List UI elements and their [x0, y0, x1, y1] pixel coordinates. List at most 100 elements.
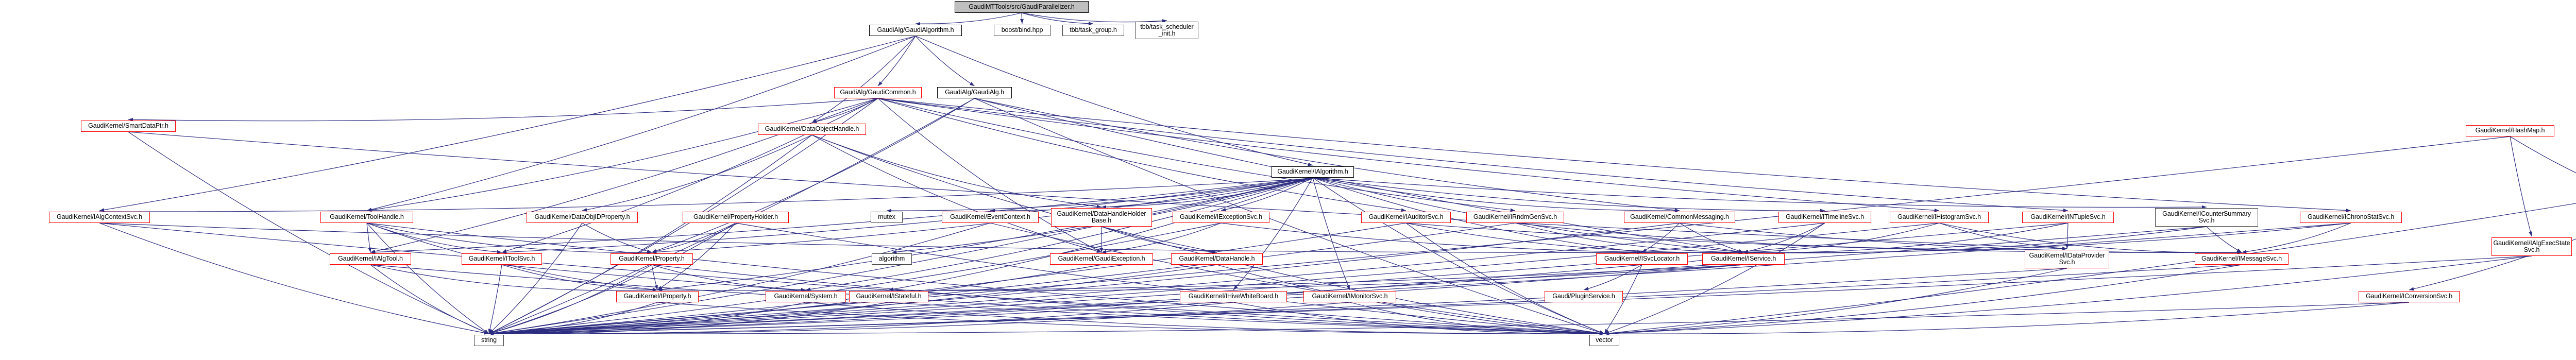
graph-node-n32[interactable]: GaudiKernel/Property.h [611, 253, 693, 265]
graph-node-n9[interactable]: GaudiKernel/HashMap.h [2466, 125, 2554, 136]
include-edge [2065, 222, 2069, 249]
graph-node-n11[interactable]: GaudiKernel/IAlgorithm.h [1272, 166, 1354, 178]
include-edge [1021, 12, 1167, 23]
graph-node-n33[interactable]: algorithm [872, 253, 912, 265]
graph-node-n48[interactable]: vector [1589, 335, 1619, 346]
include-edge [877, 98, 1516, 212]
graph-node-n30[interactable]: GaudiKernel/IAlgTool.h [330, 253, 411, 265]
graph-node-n39[interactable]: GaudiKernel/IMessageSvc.h [2195, 253, 2289, 265]
include-edge [805, 302, 1605, 336]
graph-node-n5[interactable]: GaudiAlg/GaudiCommon.h [834, 87, 922, 98]
graph-node-n42[interactable]: GaudiKernel/IStateful.h [849, 291, 928, 302]
graph-node-n31[interactable]: GaudiKernel/IToolSvc.h [462, 253, 542, 265]
include-edge [657, 177, 1313, 292]
graph-node-n45[interactable]: Gaudi/PluginService.h [1545, 291, 1623, 302]
include-edge [877, 98, 1406, 212]
graph-node-n12[interactable]: GaudiKernel/IAlgContextSvc.h [49, 212, 150, 223]
graph-node-n3[interactable]: tbb/task_group.h [1062, 25, 1124, 36]
include-edge [582, 222, 652, 253]
graph-node-n24[interactable]: GaudiKernel/IHistogramSvc.h [1890, 212, 1989, 223]
include-edge [128, 131, 2067, 251]
graph-node-n28[interactable]: GaudiKernel/IAlgExecState Svc.h [2492, 237, 2572, 256]
include-edge [488, 134, 812, 334]
include-edge [877, 98, 1102, 253]
include-edge [1312, 177, 1605, 334]
include-edge [651, 264, 806, 292]
include-edge [1221, 177, 1313, 212]
include-edge [888, 264, 1744, 292]
graph-node-n35[interactable]: GaudiKernel/DataHandle.h [1171, 253, 1263, 265]
graph-node-n17[interactable]: GaudiKernel/EventContext.h [942, 212, 1039, 223]
graph-node-n8[interactable]: GaudiKernel/SmartDataPtr.h [81, 121, 176, 132]
graph-node-n4[interactable]: tbb/task_scheduler _init.h [1136, 22, 1198, 39]
graph-node-n2[interactable]: boost/bind.hpp [994, 25, 1050, 36]
graph-node-n37[interactable]: GaudiKernel/IService.h [1702, 253, 1785, 265]
include-edge [651, 222, 736, 253]
graph-node-n41[interactable]: GaudiKernel/System.h [766, 291, 846, 302]
include-edge [2241, 222, 2351, 254]
graph-node-n36[interactable]: GaudiKernel/ISvcLocator.h [1596, 253, 1688, 265]
include-edge [1583, 264, 1642, 290]
include-edge [501, 98, 878, 253]
graph-node-n21[interactable]: GaudiKernel/IRndmGenSvc.h [1466, 212, 1564, 223]
graph-node-n26[interactable]: GaudiKernel/ICounterSummary Svc.h [2155, 208, 2258, 227]
include-edge [488, 222, 1680, 335]
include-edge [366, 222, 489, 334]
include-edge [1743, 222, 1940, 254]
include-edge [811, 36, 916, 123]
graph-node-n6[interactable]: GaudiAlg/GaudiAlg.h [937, 87, 1012, 98]
graph-node-n22[interactable]: GaudiKernel/CommonMessaging.h [1624, 212, 1735, 223]
include-edge [811, 134, 1217, 253]
graph-node-n13[interactable]: GaudiKernel/ToolHandle.h [320, 212, 413, 223]
graph-node-n1[interactable]: GaudiAlg/GaudiAlgorithm.h [869, 25, 962, 36]
include-edge [370, 264, 658, 292]
include-edge [488, 222, 1825, 335]
include-edge [1233, 302, 1605, 336]
include-edge [370, 264, 1605, 336]
include-edge [657, 302, 1605, 336]
graph-node-n16[interactable]: mutex [871, 212, 903, 223]
include-edge [1604, 264, 2242, 335]
include-edge [1101, 222, 1222, 254]
include-edge [811, 134, 1102, 253]
include-edge [1743, 222, 1825, 253]
include-edge [488, 222, 583, 334]
graph-node-n46[interactable]: GaudiKernel/IConversionSvc.h [2359, 291, 2460, 302]
include-edge [1604, 222, 1825, 334]
graph-node-n19[interactable]: GaudiKernel/IExceptionSvc.h [1173, 212, 1269, 223]
graph-node-n23[interactable]: GaudiKernel/ITimelineSvc.h [1778, 212, 1871, 223]
graph-node-n20[interactable]: GaudiKernel/IAuditorSvc.h [1361, 212, 1451, 223]
graph-node-n0[interactable]: GaudiMTTools/src/GaudiParallelizer.h [955, 1, 1089, 13]
include-edge [488, 136, 2511, 335]
include-edge [915, 12, 1022, 26]
graph-node-n43[interactable]: GaudiKernel/IHiveWhiteBoard.h [1180, 291, 1287, 302]
graph-node-n44[interactable]: GaudiKernel/IMonitorSvc.h [1303, 291, 1396, 302]
include-edge [1515, 222, 1744, 254]
include-edge [1641, 222, 1680, 253]
include-edge [488, 222, 1222, 335]
graph-node-n38[interactable]: GaudiKernel/IDataProvider Svc.h [2025, 250, 2109, 268]
graph-node-n25[interactable]: GaudiKernel/INTupleSvc.h [2022, 212, 2114, 223]
graph-node-n15[interactable]: GaudiKernel/PropertyHolder.h [683, 212, 789, 223]
graph-node-n14[interactable]: GaudiKernel/DataObjIDProperty.h [527, 212, 638, 223]
graph-node-n7[interactable]: GaudiKernel/DataObjectHandle.h [758, 124, 866, 135]
graph-node-n27[interactable]: GaudiKernel/IChronoStatSvc.h [2300, 212, 2402, 223]
graph-node-n47[interactable]: string [474, 335, 504, 346]
include-edge [915, 36, 1313, 166]
include-edge [370, 98, 878, 253]
include-edge [651, 264, 658, 290]
include-edge [811, 134, 1102, 209]
include-edge [877, 98, 2351, 212]
include-edge [651, 98, 975, 253]
include-edge [1939, 222, 2067, 250]
include-edge [488, 264, 502, 334]
graph-node-n34[interactable]: GaudiKernel/GaudiException.h [1050, 253, 1153, 265]
include-edge [2409, 238, 2576, 291]
graph-node-n18[interactable]: GaudiKernel/DataHandleHolder Base.h [1051, 208, 1152, 227]
graph-node-n40[interactable]: GaudiKernel/IProperty.h [616, 291, 699, 302]
include-edge [99, 222, 489, 335]
include-edge [488, 302, 1350, 336]
include-edge [366, 222, 652, 254]
